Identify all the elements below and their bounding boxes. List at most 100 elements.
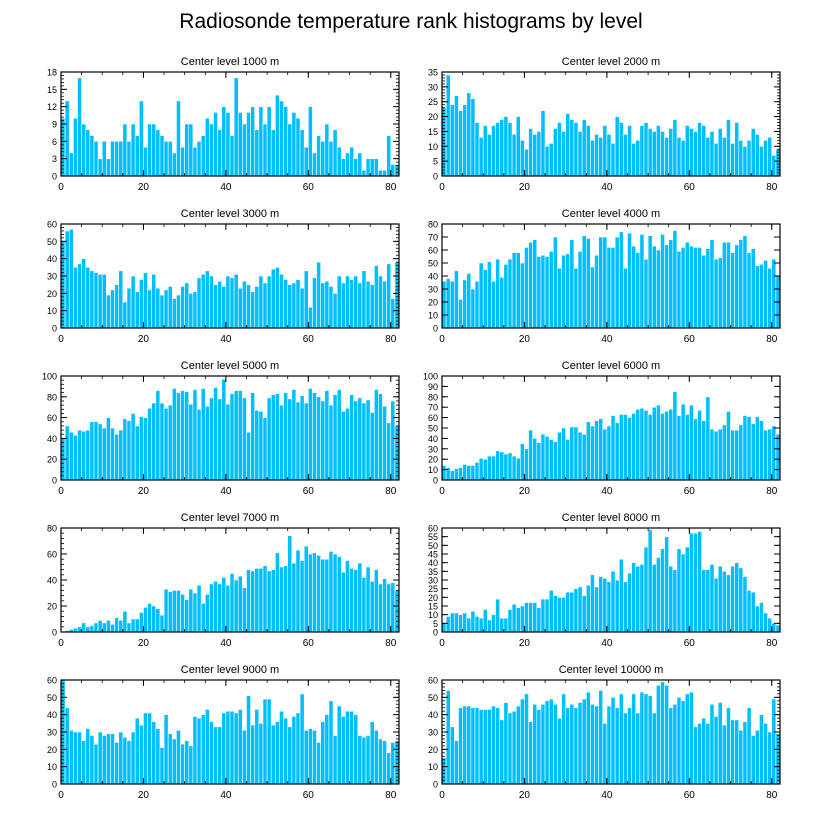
histogram-bar xyxy=(520,262,525,329)
histogram-bar xyxy=(122,123,128,177)
histogram-bar xyxy=(151,402,157,481)
x-tick-label: 40 xyxy=(220,182,232,193)
histogram-bar xyxy=(454,740,459,785)
histogram-bar xyxy=(130,731,136,785)
histogram-bar xyxy=(631,693,637,785)
histogram-bar xyxy=(709,239,715,329)
histogram-bar xyxy=(184,123,190,177)
histogram-bar xyxy=(524,148,529,177)
histogram-bar xyxy=(511,603,517,633)
y-tick-label: 40 xyxy=(428,272,438,282)
histogram-bar xyxy=(548,251,554,329)
histogram-bar xyxy=(254,286,260,329)
histogram-bar xyxy=(308,106,313,177)
histogram-bar xyxy=(209,123,214,177)
x-tick-label: 20 xyxy=(138,790,150,801)
histogram-bar xyxy=(81,622,87,633)
histogram-bar xyxy=(386,583,392,633)
histogram-bar xyxy=(680,403,686,481)
histogram-bar xyxy=(287,398,293,481)
histogram-bar xyxy=(478,262,484,329)
histogram-bar xyxy=(730,429,735,481)
histogram-bar xyxy=(754,605,760,633)
histogram-bar xyxy=(184,740,190,785)
histogram-bar xyxy=(89,735,95,785)
histogram-bar xyxy=(126,287,132,329)
histogram-bar xyxy=(106,294,111,329)
x-tick-label: 60 xyxy=(303,638,315,649)
histogram-bar xyxy=(101,427,107,481)
histogram-bar xyxy=(721,137,727,177)
histogram-bar xyxy=(122,736,128,785)
histogram-bar xyxy=(750,591,756,633)
histogram-bar xyxy=(229,393,235,481)
histogram-bar xyxy=(365,566,371,633)
histogram-bar xyxy=(693,131,698,177)
histogram-bar xyxy=(283,279,289,329)
histogram-bar xyxy=(763,429,768,481)
histogram-bar xyxy=(266,698,272,785)
histogram-bar xyxy=(651,712,657,785)
y-tick-label: 30 xyxy=(428,444,438,454)
histogram-bar xyxy=(217,726,223,785)
histogram-bar xyxy=(775,733,781,785)
histogram-bar xyxy=(569,119,575,177)
histogram-bar xyxy=(242,123,247,177)
histogram-bar xyxy=(495,707,501,785)
histogram-bar xyxy=(730,252,735,329)
histogram-bar xyxy=(623,134,628,177)
histogram-bar xyxy=(345,560,350,633)
histogram-bar xyxy=(507,712,513,785)
y-tick-label: 20 xyxy=(428,455,438,465)
histogram-bar xyxy=(499,617,505,633)
histogram-bar xyxy=(64,100,70,177)
histogram-bar xyxy=(151,721,157,785)
histogram-bar xyxy=(258,723,264,785)
histogram-bar xyxy=(721,424,727,481)
y-tick-label: 30 xyxy=(428,285,438,295)
histogram-bar xyxy=(353,275,359,329)
histogram-bar xyxy=(623,712,628,785)
histogram-bar xyxy=(328,404,334,481)
histogram-bar xyxy=(324,280,330,329)
histogram-bar xyxy=(610,415,616,481)
histogram-bar xyxy=(192,592,198,633)
histogram-bar xyxy=(697,410,702,481)
histogram-bar xyxy=(651,564,657,633)
histogram-bar xyxy=(233,273,239,329)
histogram-bar xyxy=(623,581,628,633)
y-tick-label: 10 xyxy=(428,762,438,772)
histogram-bar xyxy=(340,282,346,329)
histogram-bar xyxy=(312,392,317,481)
histogram-bar xyxy=(520,443,525,481)
y-tick-label: 20 xyxy=(47,602,57,612)
histogram-bar xyxy=(449,726,455,785)
x-tick-label: 0 xyxy=(439,790,445,801)
histogram-panel: Center level 1000 m 0 20 40 60 80 0 3 6 9 12 15 18 xyxy=(47,56,400,193)
histogram-bar xyxy=(618,414,624,481)
histogram-bar xyxy=(449,470,455,481)
histogram-panel: Center level 3000 m 0 20 40 60 80 0 10 20 30 40 50 6… xyxy=(47,208,400,345)
histogram-bar xyxy=(97,731,103,785)
histogram-bar xyxy=(767,267,773,329)
histogram-bar xyxy=(237,390,243,481)
histogram-bar xyxy=(610,697,616,785)
histogram-bar xyxy=(110,427,115,481)
histogram-bar xyxy=(676,697,682,785)
histogram-bar xyxy=(482,458,488,481)
histogram-bar xyxy=(664,244,670,329)
histogram-bar xyxy=(726,411,731,481)
histogram-bar xyxy=(565,439,571,481)
histogram-bar xyxy=(242,397,247,481)
panel-title: Center level 10000 m xyxy=(559,664,664,676)
histogram-bar xyxy=(491,705,496,785)
x-tick-label: 80 xyxy=(766,790,778,801)
histogram-bar xyxy=(266,397,272,481)
y-tick-label: 60 xyxy=(428,413,438,423)
histogram-bar xyxy=(163,714,169,785)
histogram-bar xyxy=(647,695,653,785)
y-tick-label: 20 xyxy=(428,745,438,755)
histogram-bar xyxy=(598,690,604,785)
histogram-bar xyxy=(139,279,144,329)
y-tick-label: 20 xyxy=(428,298,438,308)
